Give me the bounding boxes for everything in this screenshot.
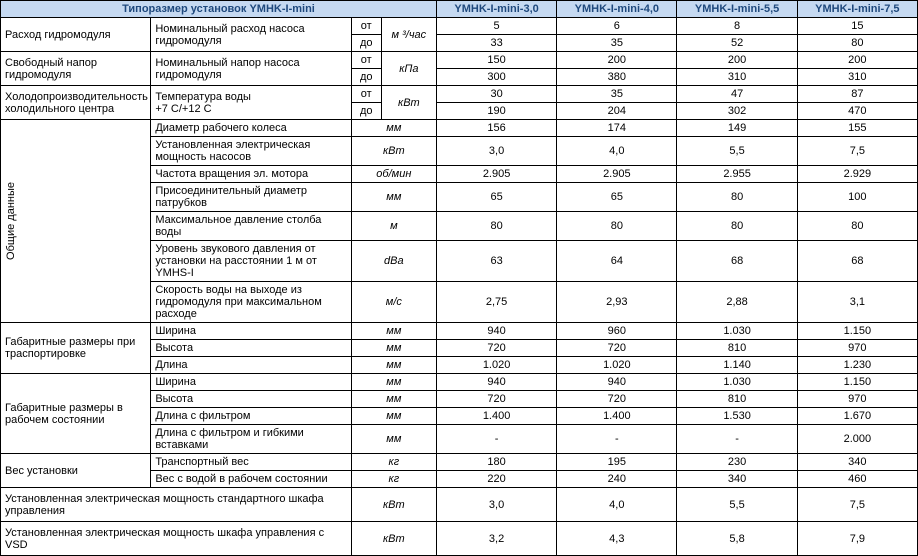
dim-t-l1: Габаритные размеры при траспортировке — [1, 323, 151, 374]
flow-l1: Расход гидромодуля — [1, 18, 151, 52]
speed-l2: Скорость воды на выходе из гидромодуля п… — [151, 282, 351, 323]
weight-l1: Вес установки — [1, 454, 151, 488]
flow-do-sub: до — [351, 35, 381, 52]
general-data-l1: Общие данные — [1, 120, 151, 323]
head-l2: Номинальный напор насоса гидромодуля — [151, 52, 351, 86]
cold-unit: кВт — [381, 86, 436, 120]
spec-table: Типоразмер установок YMHK-I-mini YMHK-I-… — [0, 0, 918, 556]
dia-l2: Диаметр рабочего колеса — [151, 120, 351, 137]
model-2: YMHK-I-mini-5,5 — [677, 1, 797, 18]
maxp-l2: Максимальное давление столба воды — [151, 212, 351, 241]
title-cell: Типоразмер установок YMHK-I-mini — [1, 1, 437, 18]
flow-ot-sub: от — [351, 18, 381, 35]
cold-l2: Температура воды+7 С/+12 С — [151, 86, 351, 120]
rpm-l2: Частота вращения эл. мотора — [151, 166, 351, 183]
cold-l1: Холодопроизводительностьхолодильного цен… — [1, 86, 151, 120]
head-l1: Свободный напор гидромодуля — [1, 52, 151, 86]
header-row: Типоразмер установок YMHK-I-mini YMHK-I-… — [1, 1, 918, 18]
conn-l2: Присоединительный диаметр патрубков — [151, 183, 351, 212]
pwr-l2: Установленная электрическая мощность нас… — [151, 137, 351, 166]
model-1: YMHK-I-mini-4,0 — [557, 1, 677, 18]
head-unit: кПа — [381, 52, 436, 86]
noise-l2: Уровень звукового давления от установки … — [151, 241, 351, 282]
pwr-std-l1: Установленная электрическая мощность ста… — [1, 488, 352, 522]
flow-l2: Номинальный расход насоса гидромодуля — [151, 18, 351, 52]
model-3: YMHK-I-mini-7,5 — [797, 1, 917, 18]
model-0: YMHK-I-mini-3,0 — [436, 1, 556, 18]
flow-unit: м ³/час — [381, 18, 436, 52]
pwr-vsd-l1: Установленная электрическая мощность шка… — [1, 522, 352, 556]
dim-w-l1: Габаритные размеры в рабочем состоянии — [1, 374, 151, 454]
